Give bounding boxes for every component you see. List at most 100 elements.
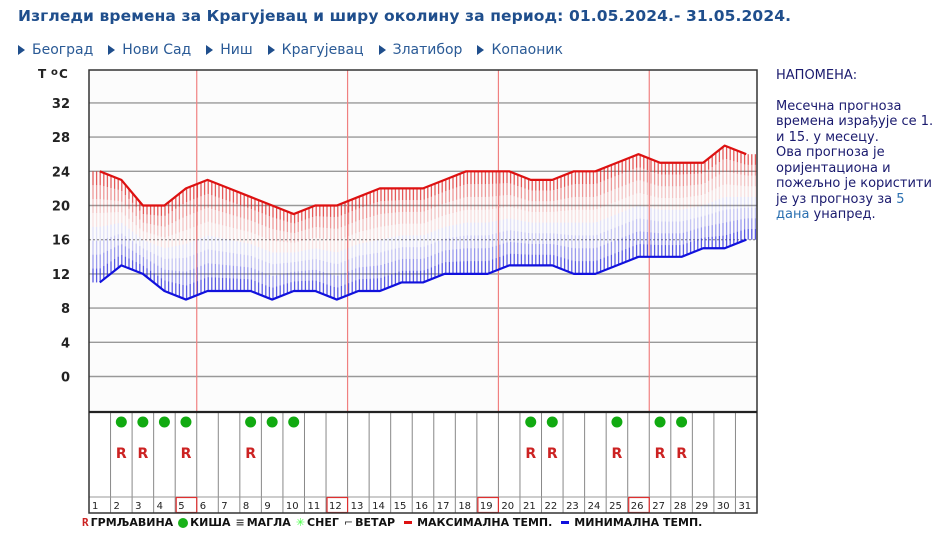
fog-icon: ≡ — [235, 516, 245, 529]
day-label: 4 — [157, 501, 163, 512]
nav-link-novi-sad[interactable]: Нови Сад — [108, 42, 191, 58]
y-tick-label: 16 — [52, 234, 70, 249]
day-label: 1 — [92, 501, 98, 512]
rain-icon — [266, 416, 278, 428]
note-panel: НАПОМЕНА: Месечна прогноза времена израђ… — [776, 68, 940, 223]
rain-icon — [676, 416, 688, 428]
arrow-right-icon — [477, 45, 485, 55]
y-tick-label: 28 — [52, 131, 70, 146]
arrow-right-icon — [108, 45, 116, 55]
thunder-icon: R — [525, 446, 536, 462]
rain-icon — [245, 416, 257, 428]
celsius-symbol: C — [59, 67, 68, 81]
rain-icon — [654, 416, 666, 428]
rain-icon — [158, 416, 170, 428]
max-line-swatch — [404, 521, 413, 524]
legend-rain-label: КИША — [190, 516, 231, 529]
day-label: 7 — [221, 501, 227, 512]
legend-thunder-label: ГРМЉАВИНА — [90, 516, 174, 529]
note-text-2-post: унапред. — [809, 207, 876, 222]
nav-link-label: Златибор — [392, 42, 463, 58]
day-label: 16 — [415, 501, 428, 512]
nav-link-kopaonik[interactable]: Копаоник — [477, 42, 563, 58]
arrow-right-icon — [267, 45, 275, 55]
legend-rain: КИША — [178, 516, 230, 529]
nav-link-label: Нови Сад — [122, 42, 192, 58]
legend-fog: ≡ МАГЛА — [235, 516, 290, 529]
day-label: 8 — [243, 501, 249, 512]
thunder-icon: R — [612, 446, 623, 462]
day-label: 12 — [329, 501, 342, 512]
day-label: 3 — [135, 501, 141, 512]
day-label: 19 — [480, 501, 493, 512]
y-tick-label: 12 — [52, 268, 70, 283]
legend-max: МАКСИМАЛНА ТЕМП. — [400, 516, 552, 529]
day-label: 6 — [200, 501, 206, 512]
legend-fog-label: МАГЛА — [246, 516, 291, 529]
nav-link-nis[interactable]: Ниш — [206, 42, 253, 58]
city-nav: Београд Нови Сад Ниш Крагујевац Златибор… — [18, 42, 578, 58]
day-label: 14 — [372, 501, 385, 512]
day-label: 25 — [609, 501, 622, 512]
five-day-forecast-link[interactable]: 5 дана — [776, 191, 905, 223]
rain-icon — [611, 416, 623, 428]
legend-snow-label: СНЕГ — [307, 516, 339, 529]
day-label: 26 — [631, 501, 644, 512]
legend-wind: ⌐ ВЕТАР — [344, 516, 395, 529]
day-label: 11 — [307, 501, 320, 512]
page-title: Изгледи времена за Крагујевац и ширу око… — [18, 7, 792, 25]
day-label: 17 — [437, 501, 450, 512]
nav-link-zlatibor[interactable]: Златибор — [378, 42, 463, 58]
legend-thunder: R ГРМЉАВИНА — [82, 516, 173, 529]
day-label: 31 — [738, 501, 751, 512]
thunder-icon: R — [245, 446, 256, 462]
day-label: 9 — [264, 501, 270, 512]
legend-max-label: МАКСИМАЛНА ТЕМП. — [417, 516, 553, 529]
y-tick-label: 20 — [52, 200, 70, 215]
nav-link-kragujevac[interactable]: Крагујевац — [267, 42, 364, 58]
min-temp-line — [99, 238, 747, 301]
day-label: 2 — [114, 501, 120, 512]
thunder-icon: R — [82, 516, 89, 529]
rain-icon — [137, 416, 149, 428]
rain-icon — [178, 517, 189, 528]
max-temp-line — [99, 144, 747, 216]
arrow-right-icon — [206, 45, 214, 55]
nav-link-label: Крагујевац — [281, 42, 364, 58]
y-axis-label: T — [38, 67, 47, 81]
day-label: 13 — [351, 501, 364, 512]
arrow-right-icon — [378, 45, 386, 55]
note-text-2-pre: Ова прогноза је оријентациона и пожељно … — [776, 145, 932, 207]
thunder-icon: R — [655, 446, 666, 462]
nav-link-label: Копаоник — [491, 42, 563, 58]
day-label: 10 — [286, 501, 299, 512]
nav-link-label: Београд — [32, 42, 94, 58]
note-text-2: Ова прогноза је оријентациона и пожељно … — [776, 145, 940, 223]
thunder-icon: R — [547, 446, 558, 462]
thunder-icon: R — [137, 446, 148, 462]
day-label: 23 — [566, 501, 579, 512]
y-tick-label: 4 — [61, 336, 70, 351]
rain-icon — [525, 416, 537, 428]
legend-wind-label: ВЕТАР — [355, 516, 396, 529]
day-label: 20 — [501, 501, 514, 512]
thunder-icon: R — [116, 446, 127, 462]
day-label: 18 — [458, 501, 471, 512]
day-label: 28 — [674, 501, 687, 512]
y-tick-label: 8 — [61, 302, 70, 317]
legend-min: МИНИМАЛНА ТЕМП. — [557, 516, 702, 529]
legend-snow: ✳ СНЕГ — [296, 516, 339, 529]
thunder-icon: R — [676, 446, 687, 462]
day-label: 5 — [178, 501, 184, 512]
day-label: 30 — [717, 501, 730, 512]
nav-link-beograd[interactable]: Београд — [18, 42, 93, 58]
day-label: 15 — [394, 501, 407, 512]
day-label: 22 — [545, 501, 558, 512]
note-text-1: Месечна прогноза времена израђује се 1. … — [776, 98, 934, 145]
degree-symbol: o — [51, 67, 58, 78]
arrow-right-icon — [18, 45, 25, 55]
wind-icon: ⌐ — [343, 516, 354, 529]
thunder-icon: R — [181, 446, 192, 462]
note-title: НАПОМЕНА: — [776, 68, 858, 83]
